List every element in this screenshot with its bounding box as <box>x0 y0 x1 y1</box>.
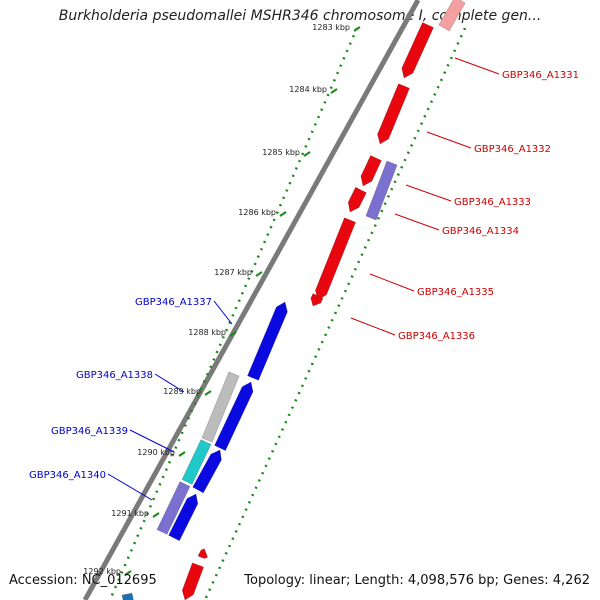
map-title: Burkholderia pseudomallei MSHR346 chromo… <box>58 8 542 24</box>
leader-line <box>107 473 153 501</box>
leader-line <box>350 317 396 336</box>
tick-mark <box>255 271 263 277</box>
tick-mark <box>229 331 237 337</box>
leader-line <box>405 184 452 202</box>
gene-GBP346_A1331 <box>401 22 434 79</box>
gene-GBP346_A1333 <box>365 160 398 221</box>
gene-label-GBP346_A1338: GBP346_A1338 <box>76 370 153 381</box>
summary-text: Topology: linear; Length: 4,098,576 bp; … <box>244 573 590 588</box>
tick-mark <box>279 211 287 217</box>
gene-GBP346_A1332 <box>377 83 410 145</box>
tick-label: 1291 kbp <box>111 509 149 518</box>
cyan-feature <box>181 439 212 485</box>
leader-line <box>426 131 472 149</box>
tick-label: 1289 kbp <box>163 387 201 396</box>
gene-GBP346_A1335 <box>315 217 356 301</box>
tick-mark <box>330 88 338 94</box>
tick-mark <box>353 26 361 32</box>
tick-label: 1290 kbp <box>137 448 175 457</box>
leader-line <box>394 213 440 231</box>
leader-line <box>213 300 233 325</box>
right-dotted-line <box>203 27 467 600</box>
gene-label-GBP346_A1331: GBP346_A1331 <box>502 70 579 81</box>
leader-line <box>129 429 175 453</box>
tick-label: 1283 kbp <box>312 23 350 32</box>
red-fragment-1 <box>197 548 208 559</box>
leader-line <box>454 57 500 75</box>
blue-fragment <box>121 592 134 600</box>
gene-GBP346_A1334 <box>347 186 367 213</box>
gene-GBP346_A1340 <box>168 493 199 542</box>
gene-label-GBP346_A1339: GBP346_A1339 <box>51 426 128 437</box>
tick-label: 1287 kbp <box>214 268 252 277</box>
gene-GBP346_A1338 <box>214 381 254 452</box>
leader-line <box>154 373 185 393</box>
gene-GBP346_A1337 <box>247 301 288 381</box>
tick-label: 1292 kbp <box>83 567 121 576</box>
gene-label-GBP346_A1335: GBP346_A1335 <box>417 287 494 298</box>
gene-label-GBP346_A1334: GBP346_A1334 <box>442 226 519 237</box>
gene-label-GBP346_A1332: GBP346_A1332 <box>474 144 551 155</box>
pale-feature <box>438 0 466 32</box>
grey-feature <box>201 371 240 443</box>
tick-mark <box>124 570 132 576</box>
purple-feature <box>156 481 191 535</box>
tick-mark <box>204 390 212 396</box>
gene-GBP346_A1336 <box>310 293 324 307</box>
gene-label-GBP346_A1336: GBP346_A1336 <box>398 331 475 342</box>
tick-label: 1286 kbp <box>238 208 276 217</box>
red-fragment-2 <box>181 562 204 600</box>
accession-text: Accession: NC_012695 <box>9 573 157 588</box>
gene-GBP346_A1339 <box>192 449 222 494</box>
gene-label-GBP346_A1337: GBP346_A1337 <box>135 297 212 308</box>
gene-label-GBP346_A1333: GBP346_A1333 <box>454 197 531 208</box>
gene-GBP346_A1334a <box>360 155 382 187</box>
tick-label: 1284 kbp <box>289 85 327 94</box>
tick-mark <box>178 451 186 457</box>
tick-label: 1285 kbp <box>262 148 300 157</box>
backbone-line <box>82 0 421 600</box>
tick-mark <box>303 151 311 157</box>
tick-mark <box>152 512 160 518</box>
leader-line <box>369 273 415 292</box>
gene-label-GBP346_A1340: GBP346_A1340 <box>29 470 106 481</box>
tick-label: 1288 kbp <box>188 328 226 337</box>
